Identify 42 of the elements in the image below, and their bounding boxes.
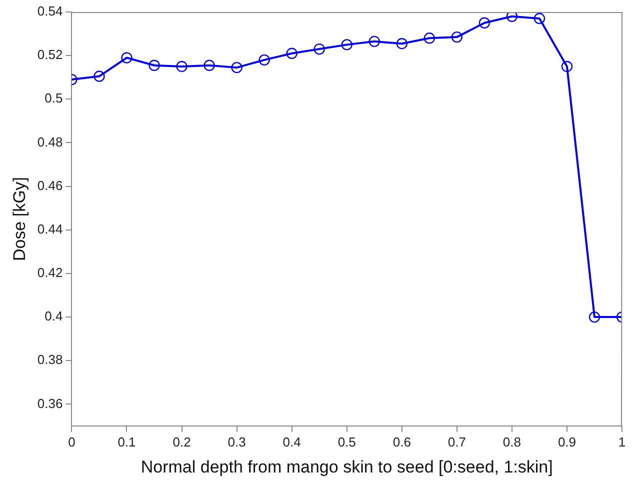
point	[368, 36, 380, 48]
x-tick-label: 0	[68, 434, 76, 450]
x-tick-label: 0.4	[282, 434, 301, 450]
point	[231, 62, 242, 74]
x-tick-label: 1	[618, 434, 626, 450]
point	[94, 70, 105, 82]
x-tick-label: 0.6	[392, 434, 411, 450]
point	[258, 54, 270, 66]
x-tick-label: 0.3	[228, 434, 246, 450]
x-tick-label: 0.8	[502, 434, 521, 450]
point	[534, 12, 546, 24]
y-tick-label: 0.46	[37, 178, 63, 193]
y-tick-label: 0.44	[37, 221, 63, 236]
y-tick-label: 0.38	[37, 352, 63, 368]
point	[286, 48, 298, 59]
x-tick-label: 0.2	[172, 434, 191, 450]
point	[314, 43, 325, 55]
point	[396, 38, 408, 50]
x-tick-label: 0.1	[118, 434, 136, 450]
y-tick-label: 0.54	[37, 4, 63, 19]
y-tick-label: 0.48	[37, 134, 63, 150]
x-axis-title: Normal depth from mango skin to seed [0:seed, 1:skin]	[140, 457, 553, 476]
x-tick-label: 0.7	[448, 434, 466, 450]
point	[478, 17, 490, 28]
x-tick-label: 0.9	[558, 434, 576, 450]
point	[341, 39, 352, 50]
y-axis-title: Dose [kGy]	[10, 176, 29, 262]
point	[506, 12, 518, 22]
point	[424, 32, 435, 44]
point	[561, 60, 573, 72]
y-tick-label: 0.36	[37, 396, 63, 411]
point	[148, 60, 160, 71]
point	[451, 31, 463, 43]
point	[121, 52, 132, 64]
y-tick-label: 0.42	[37, 265, 63, 280]
y-tick-label: 0.4	[44, 308, 63, 324]
x-tick-label: 0.5	[338, 434, 356, 450]
point	[588, 311, 600, 323]
y-tick-label: 0.52	[37, 47, 63, 62]
point	[176, 60, 188, 72]
y-tick-label: 0.5	[44, 90, 63, 106]
point	[204, 60, 215, 71]
